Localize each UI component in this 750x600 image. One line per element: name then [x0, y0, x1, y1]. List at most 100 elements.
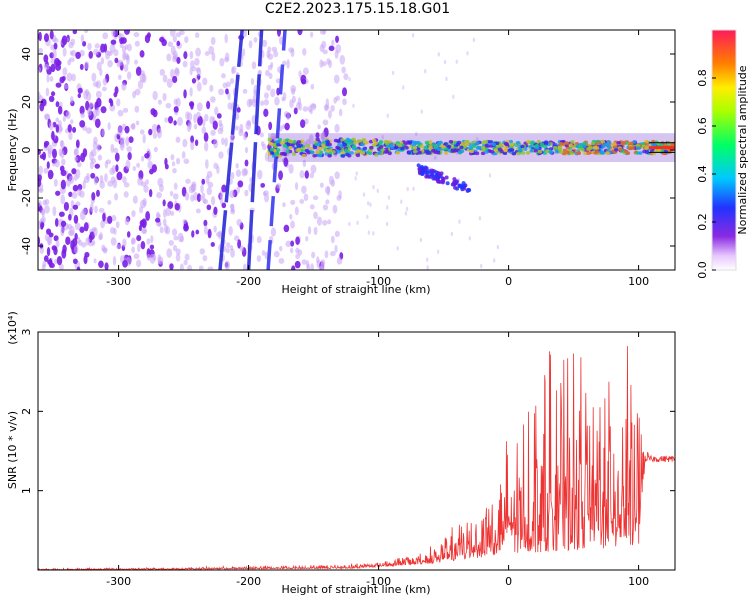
noise-dot — [161, 38, 167, 47]
ridge-dot — [537, 149, 543, 154]
ridge-dot — [545, 149, 550, 154]
noise-dot — [326, 185, 330, 196]
ridge-dot — [367, 151, 373, 156]
ridge-dot — [453, 185, 458, 190]
noise-dot — [369, 202, 372, 207]
noise-dot — [77, 87, 83, 94]
noise-dot — [182, 138, 188, 148]
ridge-dot — [465, 188, 470, 193]
noise-dot — [87, 42, 92, 51]
noise-dot — [216, 113, 222, 119]
noise-dot — [40, 98, 47, 107]
noise-dot — [59, 263, 64, 270]
noise-dot — [174, 203, 180, 211]
noise-dot — [334, 230, 340, 238]
noise-dot — [113, 49, 119, 57]
noise-dot — [90, 149, 97, 157]
noise-dot — [61, 35, 68, 46]
noise-dot — [283, 157, 289, 167]
noise-dot — [387, 195, 391, 200]
noise-dot — [91, 72, 97, 82]
noise-dot — [236, 107, 241, 113]
noise-dot — [81, 208, 87, 215]
noise-dot — [139, 50, 145, 58]
ridge-dot — [279, 141, 284, 145]
noise-dot — [55, 190, 61, 196]
noise-dot — [273, 50, 279, 58]
noise-dot — [133, 253, 140, 260]
ridge-dot — [287, 139, 293, 144]
noise-dot — [140, 199, 146, 209]
noise-dot — [195, 229, 200, 235]
ridge-dot — [443, 142, 448, 146]
spectrogram-x-tick-label: 0 — [505, 275, 512, 288]
page-title: C2E2.2023.175.15.18.G01 — [264, 1, 451, 17]
noise-dot — [131, 237, 137, 245]
ridge-dot — [440, 179, 445, 184]
ridge-dot — [431, 142, 436, 147]
noise-dot — [132, 165, 136, 172]
colorbar: 0.0 0.2 0.4 0.6 0.8 Normalized spectral ampl… — [696, 29, 749, 279]
noise-dot — [328, 59, 333, 69]
noise-dot — [134, 59, 138, 65]
noise-dot — [93, 176, 99, 186]
ridge-dot — [316, 142, 321, 147]
noise-dot — [127, 152, 132, 161]
noise-dot — [169, 30, 176, 37]
noise-dot — [221, 137, 225, 146]
noise-dot — [48, 121, 54, 131]
noise-dot — [94, 43, 100, 49]
noise-dot — [348, 221, 351, 227]
ridge-dot — [565, 150, 571, 155]
ridge-dot — [593, 151, 598, 155]
noise-dot — [98, 234, 103, 241]
noise-dot — [243, 168, 249, 176]
noise-dot — [196, 111, 201, 119]
noise-dot — [80, 34, 85, 43]
noise-dot — [229, 245, 234, 251]
ridge-dot — [635, 146, 641, 150]
noise-dot — [38, 236, 41, 246]
noise-dot — [191, 78, 197, 84]
noise-dot — [102, 77, 108, 86]
noise-dot — [44, 113, 50, 120]
noise-dot — [209, 84, 214, 92]
noise-dot — [263, 99, 270, 106]
noise-dot — [295, 236, 300, 245]
noise-dot — [54, 217, 59, 227]
ridge-dot — [645, 150, 650, 155]
noise-dot — [354, 176, 357, 181]
noise-dot — [166, 78, 173, 89]
noise-dot — [213, 138, 218, 149]
ridge-dot — [445, 181, 450, 186]
noise-dot — [190, 135, 195, 144]
ridge-dot — [558, 150, 564, 154]
noise-dot — [266, 84, 272, 91]
noise-dot — [313, 211, 318, 220]
colorbar-frame — [711, 29, 737, 271]
noise-dot — [96, 97, 102, 108]
noise-dot — [61, 75, 66, 82]
noise-dot — [145, 211, 151, 221]
noise-dot — [194, 57, 200, 66]
noise-dot — [286, 59, 290, 69]
noise-dot — [70, 49, 77, 57]
noise-dot — [89, 160, 94, 170]
noise-dot — [372, 231, 375, 236]
noise-dot — [304, 118, 309, 125]
noise-dot — [301, 259, 307, 265]
noise-dot — [117, 109, 124, 117]
noise-dot — [113, 91, 118, 98]
noise-dot — [68, 175, 75, 184]
noise-dot — [46, 228, 52, 235]
noise-dot — [276, 183, 282, 189]
noise-dot — [65, 111, 71, 120]
snr-y-label: SNR (10 * v/v) — [6, 411, 19, 489]
noise-dot — [96, 61, 102, 71]
noise-dot — [278, 257, 285, 264]
ridge-dot — [298, 143, 303, 148]
noise-dot — [195, 67, 201, 73]
noise-dot — [437, 52, 440, 57]
noise-dot — [210, 96, 216, 103]
